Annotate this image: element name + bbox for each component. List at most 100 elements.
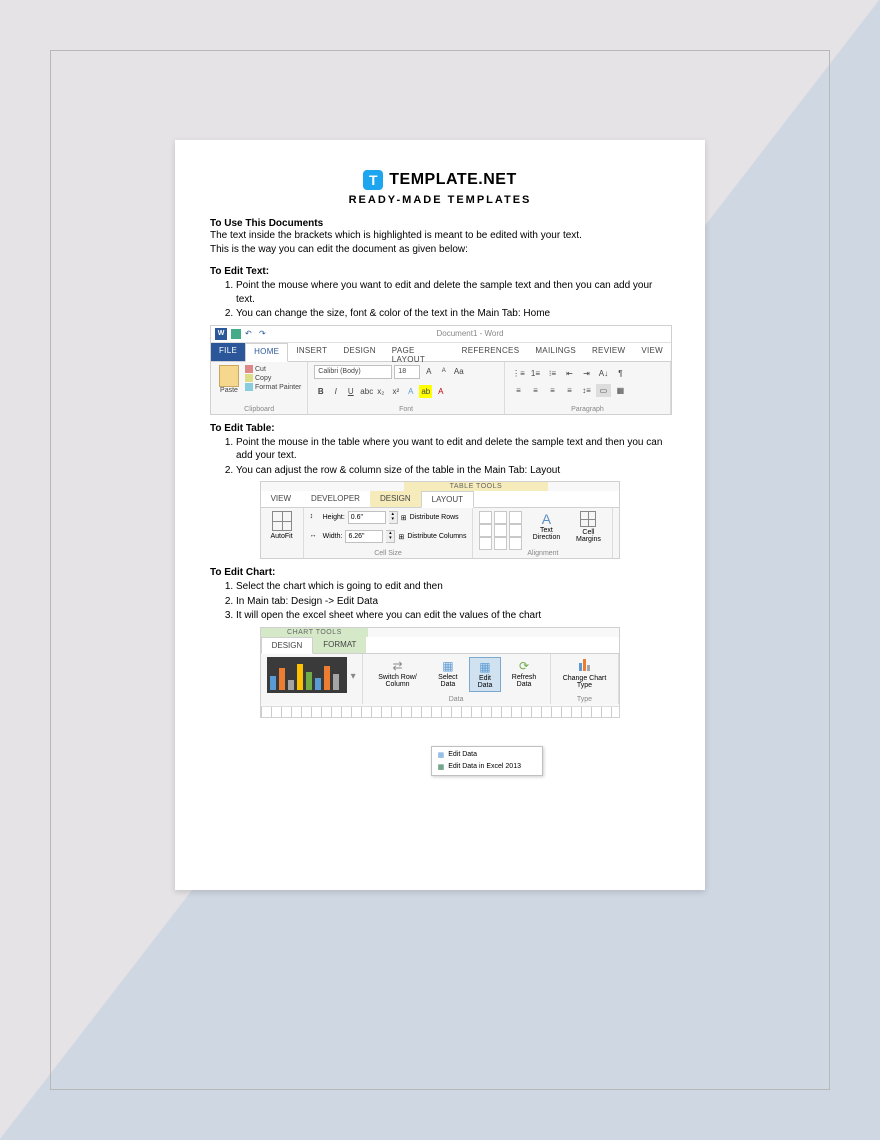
tab-review[interactable]: REVIEW bbox=[584, 343, 633, 361]
tab-table-design[interactable]: DESIGN bbox=[370, 491, 421, 507]
align-left-icon[interactable]: ≡ bbox=[511, 384, 526, 397]
height-spinner[interactable]: ▴▾ bbox=[389, 511, 398, 524]
tab-insert[interactable]: INSERT bbox=[288, 343, 335, 361]
align-center-icon[interactable]: ≡ bbox=[528, 384, 543, 397]
paste-button[interactable]: Paste bbox=[217, 365, 241, 394]
grow-font-icon[interactable]: A bbox=[422, 365, 435, 378]
styles-more-icon[interactable]: ▾ bbox=[351, 671, 356, 682]
highlight-icon[interactable]: ab bbox=[419, 385, 432, 398]
tab-references[interactable]: REFERENCES bbox=[454, 343, 528, 361]
bold-icon[interactable]: B bbox=[314, 385, 327, 398]
tab-mailings[interactable]: MAILINGS bbox=[527, 343, 584, 361]
tab-file[interactable]: FILE bbox=[211, 343, 245, 361]
height-icon: ↕ bbox=[310, 513, 320, 523]
dist-cols-icon: ⊞ bbox=[398, 533, 404, 541]
autofit-icon bbox=[272, 511, 292, 531]
tab-chart-design[interactable]: DESIGN bbox=[261, 637, 314, 654]
multilevel-icon[interactable]: ⁝≡ bbox=[545, 367, 560, 380]
align-mc[interactable] bbox=[494, 524, 507, 537]
redo-icon[interactable]: ↷ bbox=[259, 329, 269, 339]
format-painter-button[interactable]: Format Painter bbox=[245, 383, 301, 391]
width-spinner[interactable]: ▴▾ bbox=[386, 530, 395, 543]
undo-icon[interactable]: ↶ bbox=[245, 329, 255, 339]
dropdown-edit-excel[interactable]: ▦ Edit Data in Excel 2013 bbox=[432, 761, 542, 773]
refresh-data-button[interactable]: ⟳ Refresh Data bbox=[505, 657, 544, 690]
font-color-icon[interactable]: A bbox=[434, 385, 447, 398]
chart-ribbon-tabs: DESIGN FORMAT bbox=[261, 637, 620, 654]
underline-icon[interactable]: U bbox=[344, 385, 357, 398]
text-effects-icon[interactable]: A bbox=[404, 385, 417, 398]
distribute-rows-button[interactable]: ⊞ Distribute Rows bbox=[401, 514, 459, 522]
bullets-icon[interactable]: ⋮≡ bbox=[511, 367, 526, 380]
edit-chart-step1: Select the chart which is going to edit … bbox=[236, 580, 670, 594]
alignment-group-label: Alignment bbox=[479, 550, 606, 557]
italic-icon[interactable]: I bbox=[329, 385, 342, 398]
change-chart-type-button[interactable]: Change Chart Type bbox=[557, 657, 613, 691]
chart-style-preview[interactable] bbox=[267, 657, 347, 693]
copy-button[interactable]: Copy bbox=[245, 374, 301, 382]
distribute-columns-button[interactable]: ⊞ Distribute Columns bbox=[398, 533, 466, 541]
superscript-icon[interactable]: x² bbox=[389, 385, 402, 398]
tab-home[interactable]: HOME bbox=[245, 343, 288, 362]
switch-row-column-button[interactable]: ⇄ Switch Row/ Column bbox=[369, 657, 427, 690]
width-input[interactable]: 6.26" bbox=[345, 530, 383, 543]
tab-table-layout[interactable]: LAYOUT bbox=[421, 491, 474, 508]
sort-icon[interactable]: A↓ bbox=[596, 367, 611, 380]
heading-use-documents: To Use This Documents bbox=[210, 218, 670, 229]
edit-data-icon: ▦ bbox=[473, 660, 496, 674]
align-br[interactable] bbox=[509, 537, 522, 550]
save-icon[interactable] bbox=[231, 329, 241, 339]
tab-developer[interactable]: DEVELOPER bbox=[301, 491, 370, 507]
edit-text-step1: Point the mouse where you want to edit a… bbox=[236, 279, 670, 306]
subscript-icon[interactable]: x₂ bbox=[374, 385, 387, 398]
font-name-select[interactable]: Calibri (Body) bbox=[314, 365, 392, 379]
dropdown-edit-data[interactable]: ▦ Edit Data bbox=[432, 749, 542, 761]
edit-table-step1: Point the mouse in the table where you w… bbox=[236, 436, 670, 463]
tab-view[interactable]: VIEW bbox=[633, 343, 671, 361]
align-right-icon[interactable]: ≡ bbox=[545, 384, 560, 397]
edit-data-label: Edit Data bbox=[478, 675, 493, 689]
tab-design[interactable]: DESIGN bbox=[335, 343, 383, 361]
align-mr[interactable] bbox=[509, 524, 522, 537]
align-bc[interactable] bbox=[494, 537, 507, 550]
numbering-icon[interactable]: 1≡ bbox=[528, 367, 543, 380]
align-tl[interactable] bbox=[479, 511, 492, 524]
cell-margins-button[interactable]: Cell Margins bbox=[570, 511, 606, 543]
table-ribbon-body: AutoFit ↕ Height: 0.6" ▴▾ ⊞ Distribute R… bbox=[261, 508, 620, 558]
justify-icon[interactable]: ≡ bbox=[562, 384, 577, 397]
tab-view2[interactable]: VIEW bbox=[261, 491, 301, 507]
indent-right-icon[interactable]: ⇥ bbox=[579, 367, 594, 380]
change-case-icon[interactable]: Aa bbox=[452, 365, 465, 378]
tab-page-layout[interactable]: PAGE LAYOUT bbox=[384, 343, 454, 361]
align-ml[interactable] bbox=[479, 524, 492, 537]
select-data-label: Select Data bbox=[438, 674, 457, 688]
group-chart-data: ⇄ Switch Row/ Column ▦ Select Data ▦ Edi… bbox=[363, 654, 551, 704]
shading-icon[interactable]: ▭ bbox=[596, 384, 611, 397]
group-clipboard: Paste Cut Copy Format Painter Clipboard bbox=[211, 362, 308, 414]
dd-edit-label: Edit Data bbox=[448, 751, 477, 758]
height-input[interactable]: 0.6" bbox=[348, 511, 386, 524]
align-tr[interactable] bbox=[509, 511, 522, 524]
shrink-font-icon[interactable]: A bbox=[437, 365, 450, 378]
align-bl[interactable] bbox=[479, 537, 492, 550]
use-doc-line2: This is the way you can edit the documen… bbox=[210, 243, 670, 257]
text-direction-button[interactable]: A Text Direction bbox=[528, 511, 564, 541]
dd-excel-label: Edit Data in Excel 2013 bbox=[448, 763, 521, 770]
select-data-button[interactable]: ▦ Select Data bbox=[430, 657, 465, 690]
edit-data-button[interactable]: ▦ Edit Data bbox=[469, 657, 500, 692]
group-font: Calibri (Body) 18 A A Aa B I U abc x₂ x²… bbox=[308, 362, 505, 414]
tab-chart-format[interactable]: FORMAT bbox=[313, 637, 366, 653]
line-spacing-icon[interactable]: ↕≡ bbox=[579, 384, 594, 397]
heading-edit-table: To Edit Table: bbox=[210, 423, 670, 434]
show-marks-icon[interactable]: ¶ bbox=[613, 367, 628, 380]
chart-bar bbox=[270, 676, 276, 690]
autofit-button[interactable]: AutoFit bbox=[267, 511, 297, 540]
word-app-icon: W bbox=[215, 328, 227, 340]
height-label: Height: bbox=[323, 514, 345, 521]
font-size-select[interactable]: 18 bbox=[394, 365, 420, 379]
borders-icon[interactable]: ▦ bbox=[613, 384, 628, 397]
cut-button[interactable]: Cut bbox=[245, 365, 301, 373]
align-tc[interactable] bbox=[494, 511, 507, 524]
strike-icon[interactable]: abc bbox=[359, 385, 372, 398]
indent-left-icon[interactable]: ⇤ bbox=[562, 367, 577, 380]
